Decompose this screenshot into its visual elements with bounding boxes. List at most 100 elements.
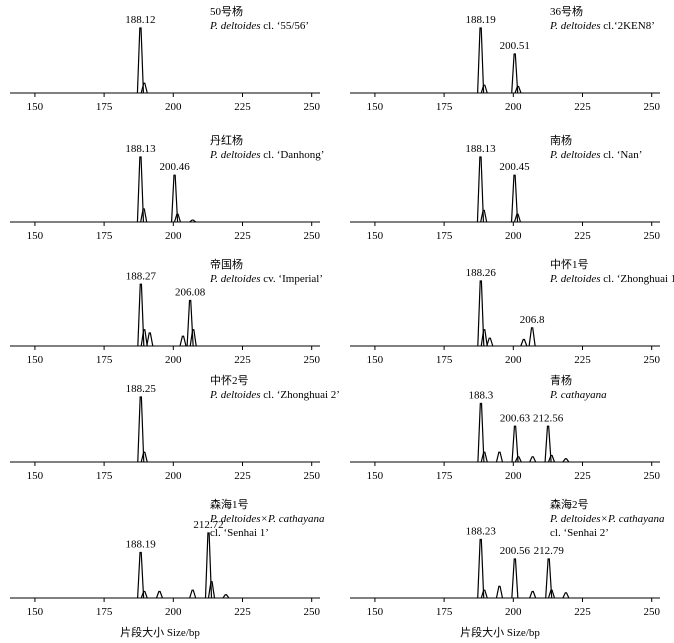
x-tick-label: 250 [643,354,660,366]
cultivar: cl. ‘Zhonghuai 1’ [603,273,674,285]
x-tick-label: 175 [436,101,453,113]
minor-peak [140,451,148,463]
peak-label: 188.27 [126,270,157,282]
panel: 150 175 200 225 250 188.25 中怀2号 P. deltoides cl… [10,374,340,482]
species: P. deltoides×P. cathayana [549,513,665,525]
species: P. deltoides [549,20,601,32]
x-tick-label: 200 [165,470,182,482]
peak-label: 188.19 [465,14,496,26]
minor-peak [146,332,154,347]
sample-name: 中怀2号 [210,374,249,387]
species-line: P. cathayana [549,389,607,401]
x-tick-label: 200 [505,230,522,242]
x-tick-label: 225 [234,470,251,482]
species-line: P. deltoides cl. ‘Danhong’ [209,149,324,161]
x-tick-label: 200 [165,230,182,242]
peak [511,53,519,94]
x-tick-label: 225 [234,606,251,618]
x-tick-label: 225 [234,230,251,242]
minor-peak [562,458,570,463]
peak [511,425,519,463]
x-tick-label: 200 [505,606,522,618]
species: P. deltoides [209,149,261,161]
peak [186,299,194,347]
panel: 150 175 200 225 250 188.3 200.63 212.56 青杨 P. cat… [350,373,660,482]
peak-label: 188.23 [466,526,497,538]
minor-peak [480,451,488,463]
peak [137,283,145,347]
species-line: P. deltoides cl.‘2KEN8’ [549,20,655,32]
minor-peak [480,589,488,599]
x-tick-label: 175 [436,606,453,618]
peak [528,327,536,347]
minor-peak [529,456,537,463]
minor-peak [189,219,197,223]
species-line: P. deltoides cl. ‘Zhonghuai 1’ [549,273,674,285]
peak-label: 188.13 [465,143,496,155]
minor-peak [514,85,522,94]
x-tick-label: 175 [96,101,113,113]
peak-label: 200.46 [159,161,190,173]
minor-peak [140,329,148,347]
species-line: P. deltoides×P. cathayana [549,513,665,525]
minor-peak [140,590,148,599]
peak-label: 188.12 [125,14,155,26]
minor-peak [140,82,148,94]
sample-name: 森海2号 [550,497,589,511]
x-tick-label: 175 [96,354,113,366]
peak-label: 206.08 [175,287,206,299]
x-tick-label: 175 [96,230,113,242]
x-tick-label: 150 [27,101,44,113]
x-tick-label: 200 [505,470,522,482]
species-line: P. deltoides cv. ‘Imperial’ [209,273,323,285]
cultivar: cl.‘2KEN8’ [603,20,655,32]
cultivar: cl. ‘55/56’ [263,20,309,32]
peak [477,27,485,94]
minor-peak [495,585,504,599]
x-tick-label: 150 [367,606,384,618]
peak [544,425,552,463]
minor-peak [520,338,528,347]
minor-peak [486,337,494,347]
x-tick-label: 175 [96,470,113,482]
species-line: P. deltoides cl. ‘55/56’ [209,20,309,32]
peak-label: 188.3 [469,390,494,402]
x-tick-label: 175 [436,470,453,482]
minor-peak [189,589,197,599]
peak [137,551,145,599]
species-line: P. deltoides×P. cathayana [209,513,325,525]
x-tick-label: 250 [303,354,320,366]
x-tick-label: 250 [643,606,660,618]
minor-peak [480,209,488,223]
cultivar: cl. ‘Senhai 2’ [550,527,609,539]
cultivar: cl. ‘Zhonghuai 2’ [263,389,340,401]
sample-name: 青杨 [550,373,572,387]
x-tick-label: 150 [27,230,44,242]
species: P. cathayana [549,389,607,401]
x-tick-label: 175 [436,230,453,242]
x-tick-label: 250 [643,101,660,113]
minor-peak [140,208,148,223]
peak [545,558,553,599]
species: P. deltoides [549,149,601,161]
peak [477,280,485,347]
x-tick-label: 225 [574,230,591,242]
peak [511,558,519,599]
sample-name: 丹红杨 [210,133,243,147]
species: P. deltoides [209,20,261,32]
peak [477,538,485,599]
x-tick-label: 225 [234,101,251,113]
peak-label: 212.79 [534,545,565,557]
peak-label: 188.13 [125,143,156,155]
sample-name: 36号杨 [550,4,583,18]
peak-label: 200.45 [499,161,530,173]
species: P. deltoides [209,389,261,401]
x-tick-label: 150 [27,470,44,482]
x-tick-label: 250 [303,101,320,113]
panel: 150 175 200 225 250 188.26 206.8 中怀1号 P. deltoid… [350,258,674,366]
x-tick-label: 250 [303,606,320,618]
panel: 150 175 200 225 250 188.19 200.51 36号杨 P. deltoi… [350,4,660,113]
